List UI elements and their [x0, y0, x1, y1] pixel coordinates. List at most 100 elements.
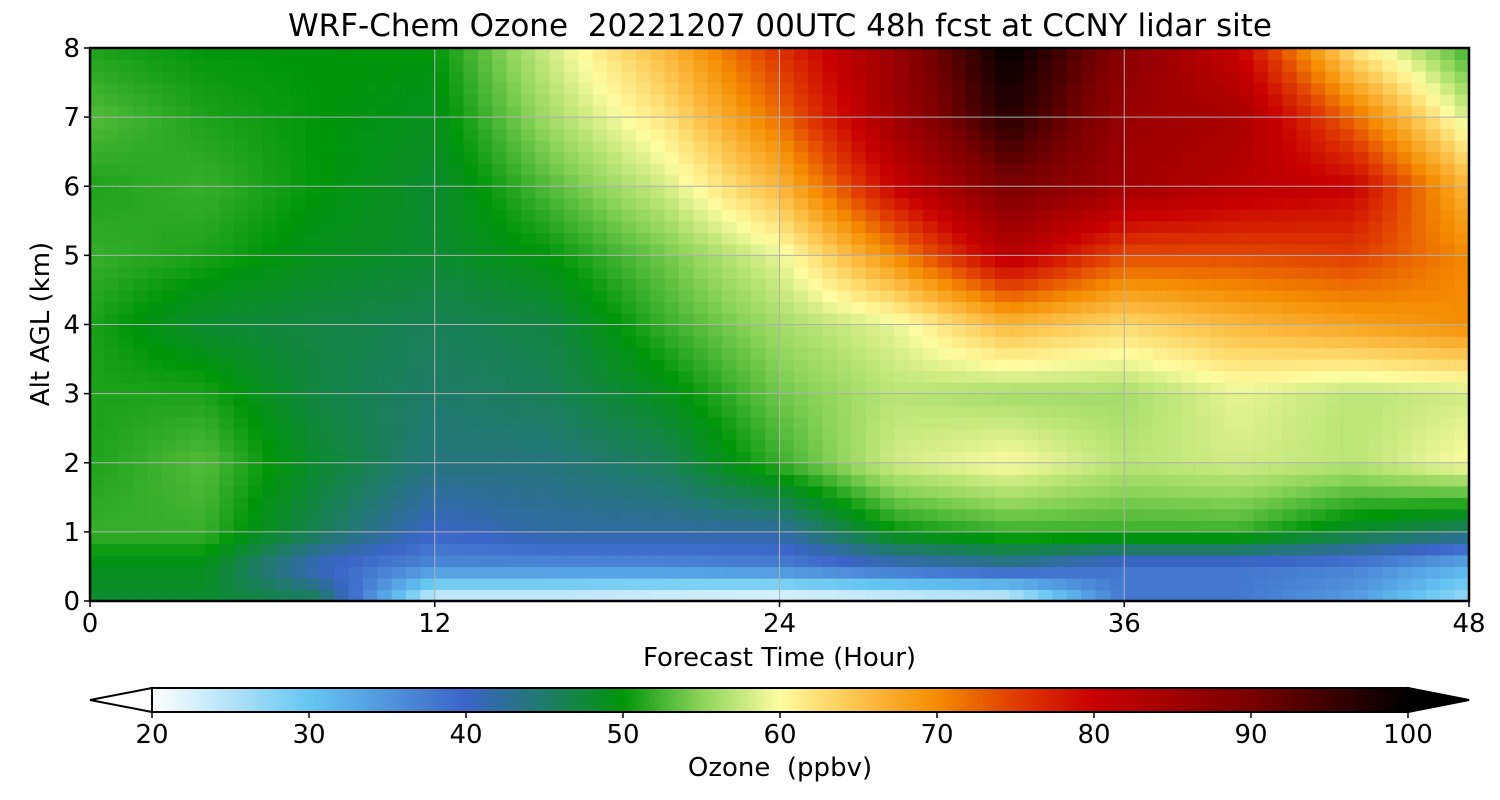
heat-cell — [406, 324, 421, 337]
heat-cell — [348, 197, 364, 210]
heat-cell — [1339, 232, 1355, 245]
heat-cell — [520, 347, 536, 360]
heat-cell — [1296, 59, 1312, 72]
heat-cell — [406, 428, 421, 441]
heat-cell — [980, 105, 996, 118]
heat-cell — [1152, 577, 1168, 591]
heat-cell — [477, 128, 493, 141]
heat-cell — [305, 301, 321, 314]
heat-cell — [291, 301, 307, 314]
heat-cell — [248, 497, 263, 510]
heat-cell — [348, 589, 364, 601]
heat-cell — [937, 520, 953, 533]
heat-cell — [219, 336, 235, 349]
heat-cell — [1081, 439, 1097, 452]
heat-cell — [722, 577, 737, 591]
heat-cell — [1310, 278, 1326, 291]
heat-cell — [549, 117, 565, 130]
heat-cell — [1310, 232, 1326, 245]
heat-cell — [1109, 520, 1125, 533]
heat-cell — [1152, 566, 1168, 579]
heat-cell — [1038, 197, 1054, 210]
heat-cell — [1440, 416, 1456, 429]
heat-cell — [722, 462, 737, 475]
heat-cell — [908, 232, 924, 245]
heat-cell — [951, 508, 967, 521]
heat-cell — [736, 117, 752, 130]
heat-cell — [291, 312, 307, 326]
heat-cell — [779, 543, 795, 556]
heat-cell — [1109, 577, 1125, 591]
heat-cell — [1454, 48, 1469, 61]
heat-cell — [966, 220, 982, 233]
heat-cell — [1196, 577, 1212, 591]
heat-cell — [1138, 439, 1154, 452]
heat-cell — [779, 566, 795, 579]
heat-cell — [161, 163, 177, 176]
heat-cell — [994, 59, 1010, 72]
heat-cell — [951, 428, 967, 441]
heat-cell — [535, 382, 551, 395]
heat-cell — [305, 128, 321, 141]
heat-cell — [851, 186, 867, 199]
heat-cell — [1354, 174, 1370, 187]
heat-cell — [1325, 312, 1341, 326]
heat-cell — [1440, 278, 1456, 291]
heat-cell — [1009, 359, 1025, 372]
heat-cell — [161, 497, 177, 510]
heat-cell — [161, 554, 177, 568]
heat-cell — [664, 531, 680, 544]
heat-cell — [90, 577, 105, 591]
heat-cell — [1425, 393, 1441, 406]
heat-cell — [248, 462, 263, 475]
heat-cell — [1152, 451, 1168, 464]
heat-cell — [750, 324, 766, 337]
heat-cell — [693, 451, 709, 464]
heat-cell — [1296, 497, 1312, 510]
heat-cell — [736, 451, 752, 464]
heat-cell — [1109, 197, 1125, 210]
heat-cell — [248, 485, 263, 498]
heat-cell — [362, 209, 378, 222]
heat-cell — [564, 266, 579, 280]
heat-cell — [966, 543, 982, 556]
heat-cell — [1310, 266, 1326, 280]
heat-cell — [463, 497, 479, 510]
heat-cell — [506, 220, 522, 233]
heat-cell — [1138, 324, 1154, 337]
heat-cell — [1368, 462, 1384, 475]
heat-cell — [118, 174, 134, 187]
heat-cell — [750, 485, 766, 498]
heat-cell — [1124, 59, 1140, 72]
heat-cell — [449, 474, 465, 487]
heat-cell — [1397, 59, 1413, 72]
heat-cell — [161, 59, 177, 72]
heat-cell — [1138, 566, 1154, 579]
heat-cell — [1196, 405, 1212, 418]
heat-cell — [176, 71, 192, 84]
heat-cell — [693, 416, 709, 429]
heat-cell — [406, 151, 421, 164]
heat-cell — [1009, 370, 1025, 383]
heat-cell — [1052, 336, 1068, 349]
heat-cell — [520, 370, 536, 383]
heat-cell — [535, 428, 551, 441]
heat-cell — [118, 554, 134, 568]
heat-cell — [908, 151, 924, 164]
heat-cell — [161, 140, 177, 153]
heat-cell — [894, 71, 910, 84]
heat-cell — [937, 336, 953, 349]
x-tick-label: 12 — [418, 609, 451, 639]
heat-cell — [1181, 347, 1197, 360]
heat-cell — [176, 82, 192, 95]
heat-cell — [1253, 531, 1269, 544]
heat-cell — [1023, 359, 1039, 372]
heat-cell — [1296, 577, 1312, 591]
heat-cell — [1411, 105, 1427, 118]
heat-cell — [506, 439, 522, 452]
heat-cell — [276, 151, 292, 164]
heat-cell — [1397, 589, 1413, 601]
heat-cell — [808, 94, 824, 107]
heat-cell — [348, 416, 364, 429]
